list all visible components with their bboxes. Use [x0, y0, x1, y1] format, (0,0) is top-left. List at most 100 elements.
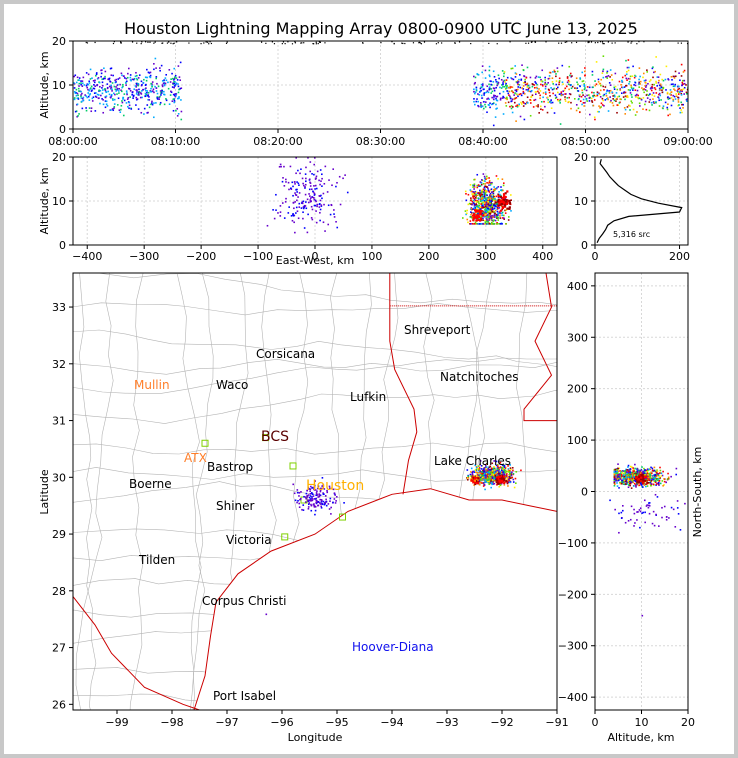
- lightning-source: [645, 485, 647, 488]
- lightning-source: [516, 93, 519, 96]
- lightning-source: [488, 98, 490, 101]
- lightning-source: [648, 504, 650, 507]
- lightning-source: [656, 472, 658, 475]
- lightning-source: [180, 87, 183, 90]
- lightning-source: [631, 96, 633, 98]
- lightning-source: [475, 465, 478, 468]
- lightning-source: [609, 76, 611, 78]
- lightning-source: [686, 88, 688, 91]
- north-south-ylabel: North-South, km: [691, 447, 704, 538]
- lightning-source: [479, 207, 482, 209]
- lightning-source: [521, 64, 523, 66]
- lightning-source: [632, 87, 635, 90]
- lightning-source: [480, 477, 483, 480]
- lightning-source: [504, 198, 507, 201]
- lightning-source: [497, 470, 500, 472]
- lightning-source: [490, 472, 492, 474]
- lightning-source: [283, 185, 286, 187]
- lightning-source: [298, 192, 301, 194]
- lightning-source: [481, 195, 483, 198]
- lightning-source: [641, 87, 643, 89]
- lightning-source: [159, 90, 162, 92]
- lightning-source: [484, 219, 486, 222]
- lightning-source: [539, 76, 541, 79]
- lightning-source: [165, 73, 168, 76]
- lightning-source: [157, 85, 160, 88]
- lightning-source: [638, 484, 641, 487]
- lightning-source: [638, 474, 641, 477]
- lightning-source: [80, 80, 82, 82]
- lightning-source: [628, 482, 631, 485]
- lightning-source: [501, 464, 504, 466]
- lightning-source: [595, 83, 598, 85]
- lightning-source: [612, 95, 614, 97]
- lightning-source: [499, 217, 502, 219]
- lightning-source: [496, 467, 498, 469]
- ns-tick-label: 0: [581, 486, 588, 499]
- lightning-source: [495, 108, 497, 110]
- lightning-source: [682, 103, 684, 106]
- lightning-source: [480, 198, 482, 201]
- lightning-source: [634, 84, 637, 87]
- lightning-source: [163, 79, 165, 81]
- lightning-source: [646, 477, 649, 479]
- lightning-source: [654, 470, 657, 473]
- lightning-source: [495, 175, 498, 177]
- lightning-source: [494, 94, 496, 97]
- lightning-source: [88, 89, 90, 92]
- lightning-source: [625, 468, 627, 471]
- lightning-source: [652, 98, 654, 100]
- lightning-source: [566, 81, 569, 84]
- lightning-source: [471, 193, 473, 195]
- lightning-source: [151, 103, 154, 106]
- lightning-source: [473, 477, 477, 480]
- label-natchitoches: Natchitoches: [440, 370, 518, 384]
- lightning-source: [300, 42, 302, 44]
- lightning-source: [492, 215, 495, 218]
- lightning-source: [655, 513, 657, 516]
- lightning-source: [487, 187, 489, 190]
- lightning-source: [177, 91, 180, 94]
- lightning-source: [279, 215, 282, 217]
- lightning-source: [642, 481, 645, 484]
- lightning-source: [322, 500, 325, 503]
- lightning-source: [561, 81, 564, 84]
- lightning-source: [496, 43, 498, 45]
- lightning-source: [571, 42, 573, 44]
- lightning-source: [542, 92, 545, 94]
- lightning-source: [633, 485, 635, 487]
- lightning-source: [540, 78, 542, 81]
- lightning-source: [479, 219, 482, 222]
- lightning-source: [481, 472, 483, 475]
- lightning-source: [498, 485, 501, 488]
- lightning-source: [310, 504, 313, 507]
- lightning-source: [477, 205, 479, 208]
- lightning-source: [482, 482, 485, 484]
- lightning-source: [638, 477, 641, 480]
- lightning-source: [491, 482, 494, 484]
- lightning-source: [654, 476, 656, 478]
- lightning-source: [475, 203, 478, 205]
- lightning-source: [307, 213, 309, 216]
- lightning-source: [328, 508, 331, 510]
- lightning-source: [507, 216, 510, 218]
- lightning-source: [126, 93, 128, 96]
- lightning-source: [469, 216, 472, 218]
- lightning-source: [335, 220, 337, 223]
- lightning-source: [553, 69, 556, 72]
- lightning-source: [312, 503, 315, 506]
- lightning-source: [486, 207, 489, 209]
- lightning-source: [313, 194, 316, 196]
- lightning-source: [144, 76, 147, 79]
- lightning-source: [639, 507, 642, 509]
- lightning-source: [473, 195, 475, 198]
- lightning-source: [675, 473, 678, 476]
- lightning-source: [75, 110, 78, 112]
- lightning-source: [562, 90, 565, 92]
- lightning-source: [136, 42, 138, 44]
- lightning-source: [162, 82, 165, 85]
- lightning-source: [630, 42, 632, 44]
- lightning-source: [668, 93, 671, 96]
- lightning-source: [483, 212, 486, 214]
- lightning-source: [583, 88, 586, 91]
